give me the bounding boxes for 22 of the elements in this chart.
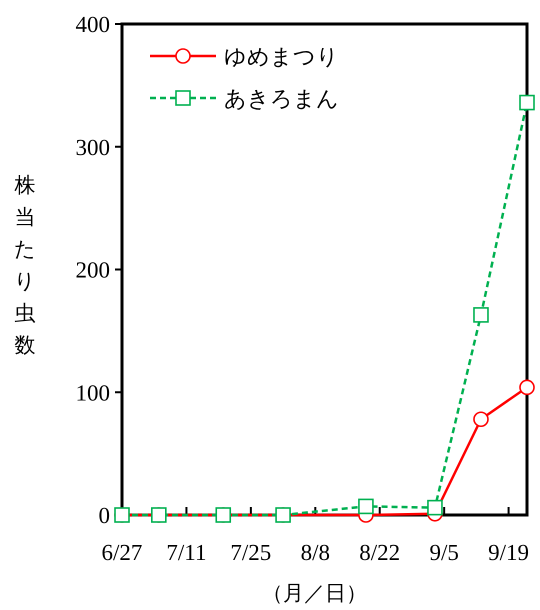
x-tick-label: 9/5: [429, 540, 459, 565]
point: [519, 94, 535, 110]
x-tick-label: 8/8: [300, 540, 330, 565]
point: [473, 307, 489, 323]
y-tick-label: 0: [98, 503, 110, 528]
y-tick-label: 100: [76, 380, 110, 406]
x-tick-label: 7/11: [166, 540, 206, 565]
point: [519, 380, 535, 396]
y-axis-title: 株当たり虫数: [14, 173, 36, 357]
legend-label: ゆめまつり: [224, 44, 339, 69]
x-tick-label: 9/19: [488, 540, 530, 565]
y-tick-label: 400: [76, 12, 110, 37]
x-axis-title: （月／日）: [262, 581, 367, 605]
x-tick-label: 6/27: [102, 540, 142, 565]
point: [473, 411, 489, 428]
x-tick-label: 7/25: [230, 540, 272, 565]
y-tick-label: 300: [76, 134, 110, 160]
point: [358, 498, 374, 514]
legend-label: あきろまん: [224, 86, 339, 111]
y-tick-label: 200: [76, 258, 110, 282]
point: [427, 500, 443, 516]
x-tick-label: 8/22: [359, 540, 400, 565]
